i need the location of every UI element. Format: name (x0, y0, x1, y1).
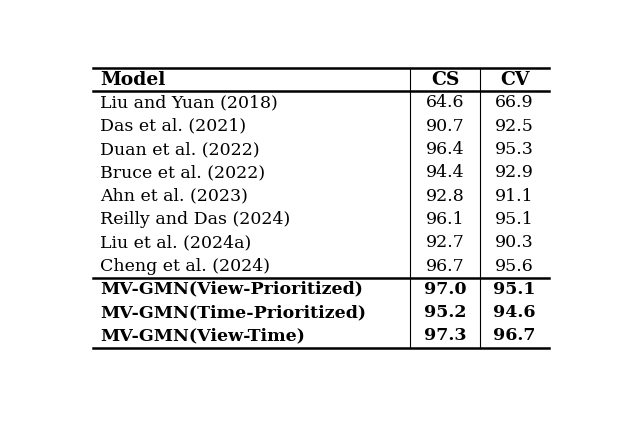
Text: 96.7: 96.7 (493, 327, 536, 345)
Text: CV: CV (500, 71, 530, 89)
Text: MV-GMN(Time-Prioritized): MV-GMN(Time-Prioritized) (100, 304, 366, 321)
Text: Reilly and Das (2024): Reilly and Das (2024) (100, 211, 290, 228)
Text: 96.1: 96.1 (426, 211, 464, 228)
Text: Model: Model (100, 71, 165, 89)
Text: 92.5: 92.5 (495, 118, 534, 135)
Text: 95.1: 95.1 (495, 211, 534, 228)
Text: 94.6: 94.6 (493, 304, 536, 321)
Text: 96.7: 96.7 (426, 257, 464, 275)
Text: 97.0: 97.0 (424, 281, 466, 298)
Text: 95.2: 95.2 (424, 304, 466, 321)
Text: MV-GMN(View-Time): MV-GMN(View-Time) (100, 327, 305, 345)
Text: CS: CS (431, 71, 459, 89)
Text: 92.8: 92.8 (426, 187, 464, 205)
Text: 91.1: 91.1 (495, 187, 534, 205)
Text: 95.6: 95.6 (495, 257, 534, 275)
Text: 95.3: 95.3 (495, 141, 534, 158)
Text: 90.3: 90.3 (495, 234, 534, 251)
Text: 92.7: 92.7 (426, 234, 464, 251)
Text: 92.9: 92.9 (495, 165, 534, 181)
Text: 64.6: 64.6 (426, 95, 464, 111)
Text: Liu et al. (2024a): Liu et al. (2024a) (100, 234, 251, 251)
Text: Das et al. (2021): Das et al. (2021) (100, 118, 246, 135)
Text: 66.9: 66.9 (495, 95, 534, 111)
Text: 94.4: 94.4 (426, 165, 464, 181)
Text: 96.4: 96.4 (426, 141, 464, 158)
Text: Ahn et al. (2023): Ahn et al. (2023) (100, 187, 248, 205)
Text: 90.7: 90.7 (426, 118, 464, 135)
Text: 95.1: 95.1 (493, 281, 536, 298)
Text: Bruce et al. (2022): Bruce et al. (2022) (100, 165, 265, 181)
Text: 97.3: 97.3 (424, 327, 466, 345)
Text: Cheng et al. (2024): Cheng et al. (2024) (100, 257, 270, 275)
Text: Liu and Yuan (2018): Liu and Yuan (2018) (100, 95, 278, 111)
Text: MV-GMN(View-Prioritized): MV-GMN(View-Prioritized) (100, 281, 363, 298)
Text: Duan et al. (2022): Duan et al. (2022) (100, 141, 260, 158)
